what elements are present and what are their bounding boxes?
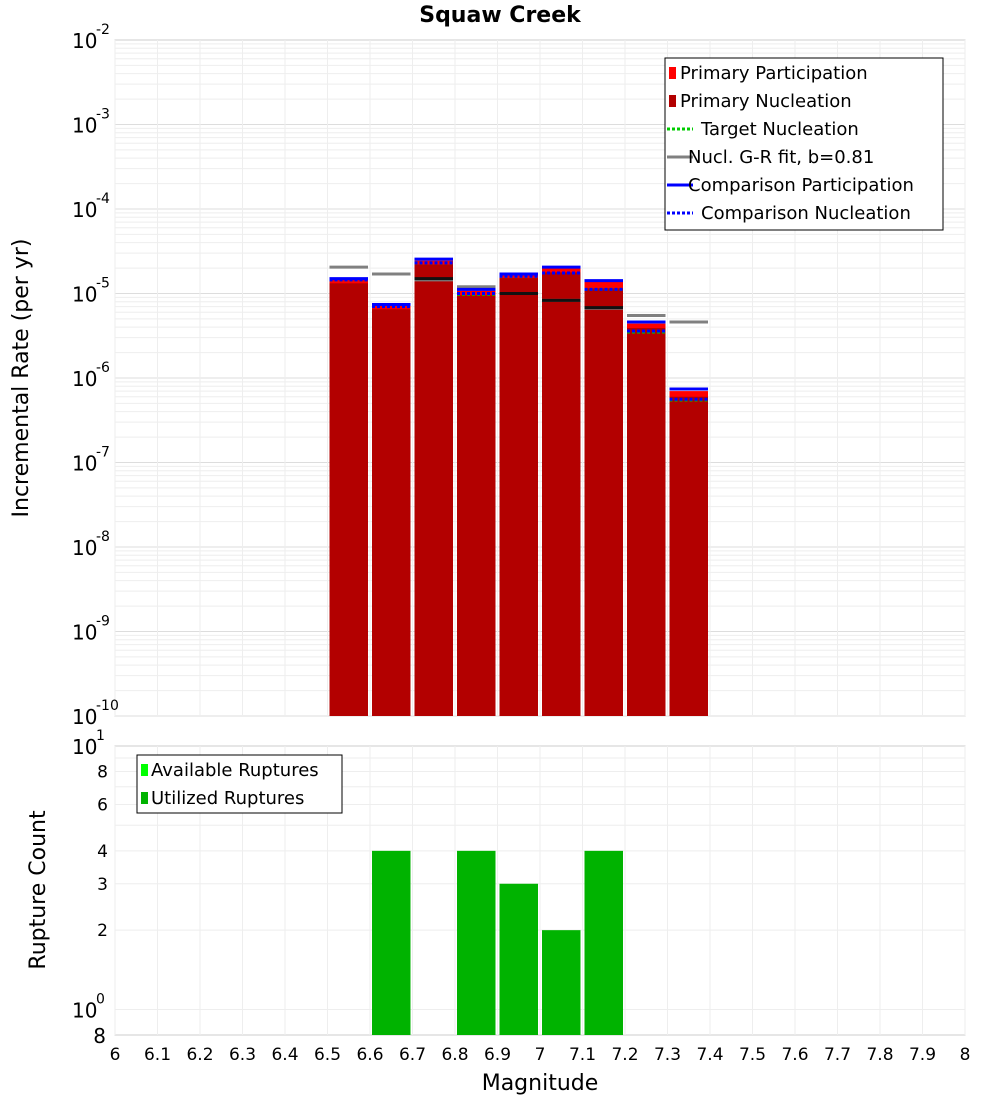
bottom-y-tick-label: 10 [72, 735, 97, 759]
x-tick-label: 6.8 [441, 1045, 468, 1065]
bottom-y-tick-label: 8 [93, 1024, 106, 1048]
top-y-axis-label: Incremental Rate (per yr) [9, 239, 34, 518]
x-tick-label: 7.6 [781, 1045, 808, 1065]
top-y-tick-label: 10 [72, 198, 97, 222]
x-tick-label: 7.9 [909, 1045, 936, 1065]
bottom-y-tick-label: 4 [97, 842, 108, 862]
x-tick-label: 7.8 [866, 1045, 893, 1065]
bottom-y-tick-exponent: 0 [96, 991, 105, 1007]
x-tick-label: 7.5 [739, 1045, 766, 1065]
x-axis-label: Magnitude [482, 1071, 599, 1096]
legend-label: Target Nucleation [700, 119, 859, 140]
nucleation-bar [542, 272, 581, 716]
rupture-count-bar [457, 850, 496, 1035]
top-y-tick-exponent: -10 [96, 698, 119, 714]
nucleation-bar [584, 288, 623, 716]
bottom-y-axis-label: Rupture Count [26, 810, 51, 970]
nucleation-bar [669, 396, 708, 716]
top-y-tick-label: 10 [72, 114, 97, 138]
bottom-y-tick-label: 8 [97, 763, 108, 783]
rupture-count-bar [584, 850, 623, 1035]
x-tick-label: 6.9 [484, 1045, 511, 1065]
top-y-tick-exponent: -7 [96, 445, 110, 461]
x-tick-label: 7.4 [696, 1045, 723, 1065]
rupture-count-bar [542, 930, 581, 1035]
x-tick-label: 7.3 [654, 1045, 681, 1065]
top-y-tick-exponent: -3 [96, 107, 110, 123]
x-tick-label: 8 [960, 1045, 971, 1065]
top-y-tick-label: 10 [72, 283, 97, 307]
legend-label: Utilized Ruptures [151, 788, 304, 809]
legend-label: Available Ruptures [151, 760, 319, 781]
legend-label: Primary Nucleation [680, 91, 852, 112]
top-y-tick-exponent: -2 [96, 22, 110, 38]
legend-label: Nucl. G-R fit, b=0.81 [688, 147, 874, 168]
bottom-y-tick-label: 3 [97, 875, 108, 895]
x-tick-label: 6.6 [356, 1045, 383, 1065]
x-tick-label: 6.7 [399, 1045, 426, 1065]
top-y-tick-label: 10 [72, 621, 97, 645]
rupture-count-bar [499, 883, 538, 1035]
x-tick-label: 6.1 [144, 1045, 171, 1065]
top-y-tick-label: 10 [72, 452, 97, 476]
top-y-tick-exponent: -4 [96, 191, 110, 207]
nucleation-bar [372, 309, 411, 716]
legend-label: Comparison Nucleation [701, 203, 911, 224]
bottom-y-tick-label: 6 [97, 795, 108, 815]
nucleation-bar [414, 264, 453, 716]
legend-label: Comparison Participation [688, 175, 914, 196]
legend-swatch [669, 95, 676, 107]
top-y-tick-exponent: -8 [96, 529, 110, 545]
top-y-tick-label: 10 [72, 705, 97, 729]
nucleation-bar [457, 295, 496, 716]
top-y-tick-exponent: -9 [96, 614, 110, 630]
top-y-tick-label: 10 [72, 367, 97, 391]
x-tick-label: 7 [535, 1045, 546, 1065]
top-legend-box [664, 57, 944, 231]
bottom-y-tick-label: 2 [97, 921, 108, 941]
bottom-legend-box [136, 754, 343, 814]
legend-label: Primary Participation [680, 63, 868, 84]
top-y-tick-label: 10 [72, 536, 97, 560]
top-y-tick-exponent: -6 [96, 360, 110, 376]
x-tick-label: 7.2 [611, 1045, 638, 1065]
x-tick-label: 7.7 [824, 1045, 851, 1065]
top-y-tick-label: 10 [72, 29, 97, 53]
bottom-y-tick-exponent: 1 [96, 728, 105, 744]
x-tick-label: 6.4 [271, 1045, 298, 1065]
top-legend: Primary Participation Primary Nucleation T… [664, 57, 944, 231]
nucleation-bar [499, 278, 538, 716]
top-y-tick-exponent: -5 [96, 276, 110, 292]
nucleation-bar [329, 283, 368, 716]
chart-title: Squaw Creek [419, 3, 582, 28]
x-tick-label: 6 [110, 1045, 121, 1065]
x-tick-label: 7.1 [569, 1045, 596, 1065]
legend-swatch [141, 764, 148, 776]
rupture-count-bar [372, 850, 411, 1035]
x-tick-label: 6.2 [186, 1045, 213, 1065]
legend-swatch [141, 792, 148, 804]
bottom-legend: Available Ruptures Utilized Ruptures [136, 754, 343, 814]
x-tick-label: 6.3 [229, 1045, 256, 1065]
legend-swatch [669, 67, 676, 79]
x-tick-label: 6.5 [314, 1045, 341, 1065]
nucleation-bar [627, 328, 666, 716]
bottom-y-tick-label: 10 [72, 998, 97, 1022]
